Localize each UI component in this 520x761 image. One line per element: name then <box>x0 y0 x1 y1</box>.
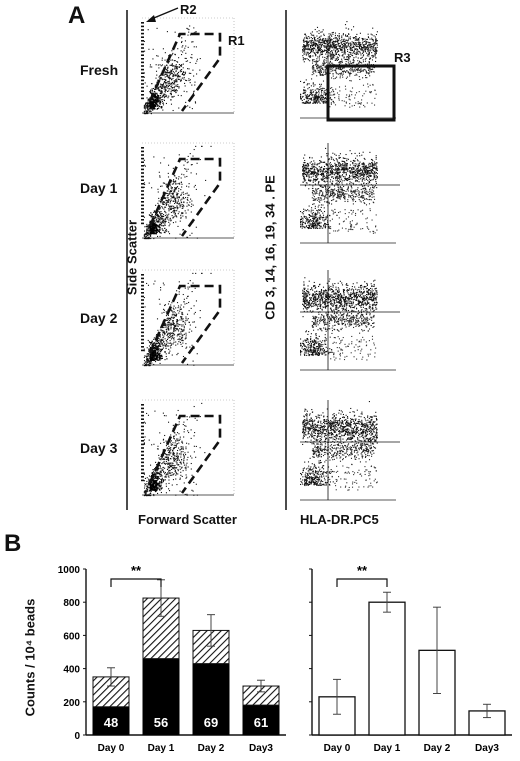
r2-arrow <box>146 7 179 22</box>
bar <box>368 601 406 736</box>
x-tick-label: Day3 <box>249 743 273 754</box>
stacked-bar-chart: 0 200 400 600 800 1000 Day 0 48 Day 1 56 Day 2 69 Da… <box>58 563 286 754</box>
significance-label: ** <box>131 563 142 578</box>
forward-side-scatter-plot <box>141 399 235 497</box>
y-tick-label: 0 <box>74 731 80 742</box>
significance-label: ** <box>357 563 368 578</box>
bar-solid-segment <box>92 706 130 736</box>
y-tick-label: 600 <box>63 631 80 642</box>
bar-data-label: 69 <box>204 715 218 730</box>
x-tick-label: Day 0 <box>98 743 125 754</box>
y-tick-label: 800 <box>63 598 80 609</box>
hla-cd-scatter-plot <box>300 21 396 122</box>
x-tick-label: Day 2 <box>198 743 225 754</box>
hla-cd-scatter-plot <box>300 270 400 371</box>
x-tick-label: Day3 <box>475 743 499 754</box>
left-axis-line <box>126 10 128 510</box>
row-label-fresh: Fresh <box>80 62 119 78</box>
significance-bracket <box>110 578 162 587</box>
gate-label-r1: R1 <box>228 33 245 48</box>
x-tick-label: Day 0 <box>324 743 351 754</box>
bar-data-label: 56 <box>154 715 168 730</box>
bar-data-label: 48 <box>104 715 118 730</box>
panel-b-letter: B <box>4 530 22 557</box>
gate-label-r3: R3 <box>394 50 411 65</box>
forward-side-scatter-plot <box>141 17 235 115</box>
gate-label-r2: R2 <box>180 2 197 17</box>
panel-a-letter: A <box>68 2 86 29</box>
bar-solid-segment <box>142 658 180 736</box>
bar-solid-segment <box>192 663 230 736</box>
hla-dr-title: HLA-DR.PC5 <box>300 512 379 527</box>
row-label-day1: Day 1 <box>80 180 118 196</box>
y-tick-label: 200 <box>63 698 80 709</box>
hla-cd-scatter-plot <box>300 143 400 244</box>
scatter-left-group <box>141 7 235 497</box>
significance-bracket <box>336 578 388 587</box>
x-tick-label: Day 2 <box>424 743 451 754</box>
row-label-day2: Day 2 <box>80 310 118 326</box>
row-label-day3: Day 3 <box>80 440 118 456</box>
forward-side-scatter-plot <box>141 269 235 367</box>
y-tick-label: 1000 <box>58 565 81 576</box>
scatter-right-group <box>300 21 400 501</box>
bar-charts: 0 200 400 600 800 1000 Day 0 48 Day 1 56 Day 2 69 Da… <box>58 563 512 754</box>
right-axis-line <box>285 10 287 510</box>
x-tick-label: Day 1 <box>374 743 401 754</box>
y-tick-label: 400 <box>63 665 80 676</box>
forward-side-scatter-plot <box>141 142 235 240</box>
forward-scatter-title: Forward Scatter <box>138 512 237 527</box>
bar-data-label: 61 <box>254 715 268 730</box>
hla-cd-scatter-plot <box>300 400 400 501</box>
x-tick-label: Day 1 <box>148 743 175 754</box>
r3-gate <box>326 64 396 122</box>
open-bar-chart: Day 0 Day 1 Day 2 Day3 ** <box>309 563 512 754</box>
